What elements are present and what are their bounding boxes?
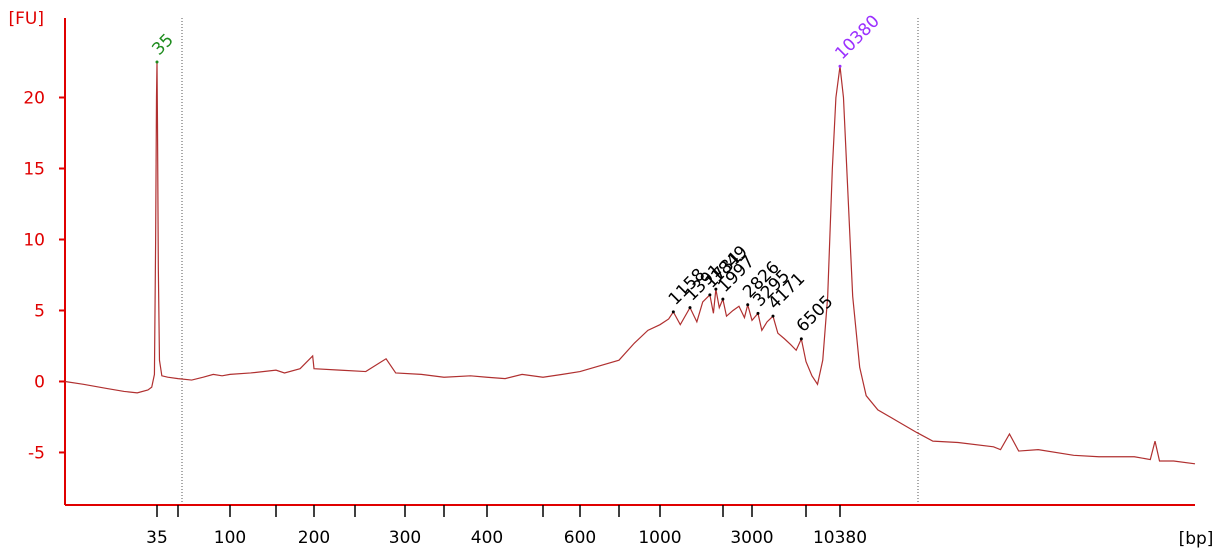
peak-marker [721, 297, 725, 301]
x-axis-label: [bp] [1179, 529, 1214, 549]
peak-marker [688, 306, 692, 310]
x-tick-label: 1000 [638, 528, 681, 548]
x-tick-label: 3000 [730, 528, 773, 548]
peak-marker [838, 64, 842, 68]
y-tick-label: 0 [34, 372, 45, 392]
y-tick-label: 5 [34, 301, 45, 321]
peak-marker [708, 293, 712, 297]
x-tick-label: 600 [564, 528, 596, 548]
peak-label: 10380 [831, 11, 883, 63]
x-tick-label: 200 [298, 528, 330, 548]
y-axis-label: [FU] [9, 9, 45, 29]
peak-label: 6505 [793, 292, 838, 337]
peak-marker [714, 287, 718, 291]
peak-marker [771, 314, 775, 318]
peak-marker [746, 303, 750, 307]
peak-marker [671, 310, 675, 314]
trace [64, 62, 1196, 465]
y-tick-label: 20 [23, 89, 45, 109]
peak-marker [799, 337, 803, 341]
peak-marker [756, 311, 760, 315]
y-tick-label: -5 [28, 443, 45, 463]
x-tick-label: 10380 [813, 528, 867, 548]
y-tick-label: 10 [23, 230, 45, 250]
x-tick-label: 35 [146, 528, 168, 548]
x-tick-label: 300 [389, 528, 421, 548]
x-tick-label: 100 [214, 528, 246, 548]
x-tick-label: 400 [471, 528, 503, 548]
peak-label: 35 [148, 30, 177, 59]
y-tick-label: 15 [23, 160, 45, 180]
peak-marker [155, 60, 159, 64]
